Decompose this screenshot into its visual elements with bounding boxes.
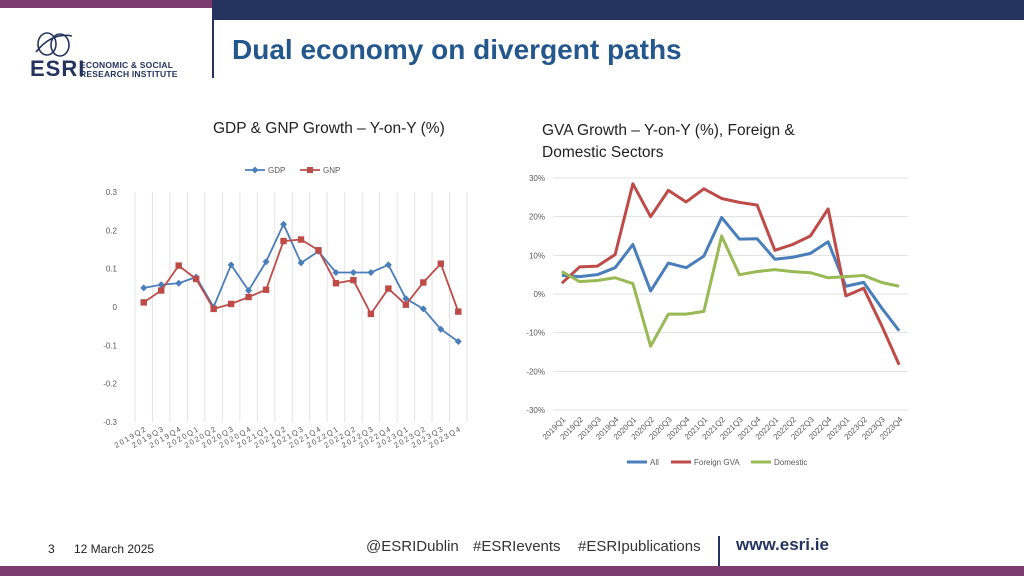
data-point-gdp: [140, 284, 148, 292]
data-point-gnp: [367, 310, 375, 318]
legend-label-gnp: GNP: [323, 166, 340, 175]
series-line-domestic: [561, 234, 900, 348]
data-point-gdp: [402, 295, 410, 303]
data-point-gdp: [332, 269, 340, 276]
slide-number: 3: [48, 542, 55, 556]
data-point-gnp: [210, 305, 217, 313]
data-point-gnp: [437, 260, 444, 267]
logo-abbreviation: ESRI: [30, 56, 86, 81]
data-point-gnp: [140, 299, 147, 306]
gva-chart: 30%20%10%0%-10%-20%-30%2019Q12019Q22019Q…: [526, 174, 908, 467]
data-point-gnp: [192, 275, 200, 283]
y-tick-label: 20%: [529, 213, 545, 222]
y-tick-label: 0%: [533, 290, 545, 299]
y-tick-label: -20%: [526, 367, 545, 376]
slide-date: 12 March 2025: [74, 542, 155, 556]
hashtag-publications-link[interactable]: #ESRIpublications: [578, 538, 701, 555]
logo-line-1: ECONOMIC & SOCIAL: [80, 60, 174, 70]
hashtag-events-link[interactable]: #ESRIevents: [473, 538, 561, 555]
data-point-gnp: [262, 286, 270, 293]
website-link[interactable]: www.esri.ie: [736, 535, 829, 554]
y-tick-label: 30%: [529, 174, 545, 183]
data-point-gdp: [349, 269, 357, 276]
data-point-gnp: [245, 293, 252, 301]
data-point-gnp: [227, 300, 235, 308]
data-point-gnp: [402, 301, 410, 308]
y-tick-label: 0: [113, 303, 118, 312]
top-accent-bar: [0, 0, 212, 8]
header-divider: [212, 20, 214, 78]
y-tick-label: -0.1: [103, 341, 117, 350]
data-point-gdp: [454, 338, 462, 345]
page-title: Dual economy on divergent paths: [232, 34, 682, 65]
data-point-gdp: [419, 305, 427, 313]
logo-text: ECONOMIC & SOCIAL RESEARCH INSTITUTE: [80, 61, 178, 79]
series-line-foreign-gva: [560, 182, 901, 366]
legend-label-foreign-gva: Foreign GVA: [694, 458, 740, 467]
gdp-gnp-chart: 0.30.20.10-0.1-0.2-0.32019Q22019Q32019Q4…: [103, 166, 468, 450]
footer-divider: [718, 536, 720, 566]
data-point-gnp: [280, 237, 287, 245]
y-tick-label: -0.2: [103, 380, 117, 389]
top-header-bar: [212, 0, 1024, 20]
bottom-accent-bar: [0, 566, 1024, 576]
data-point-gnp: [332, 280, 340, 287]
legend-marker-gnp: [307, 167, 313, 173]
data-point-gnp: [297, 236, 305, 243]
data-point-gnp: [420, 279, 427, 286]
y-tick-label: 0.1: [106, 265, 118, 274]
chart-title-gdp-gnp: GDP & GNP Growth – Y-on-Y (%): [213, 120, 445, 137]
legend-label-gdp: GDP: [268, 166, 285, 175]
data-point-gnp: [350, 276, 357, 284]
esri-logo-icon: [35, 32, 73, 57]
data-point-gdp: [175, 279, 183, 287]
y-tick-label: -0.3: [103, 418, 117, 427]
data-point-gnp: [158, 287, 165, 294]
legend-label-domestic: Domestic: [774, 458, 807, 467]
data-point-gdp: [384, 261, 392, 269]
data-point-gdp: [437, 325, 445, 333]
data-point-gdp: [367, 269, 375, 276]
data-point-gdp: [280, 220, 288, 228]
y-tick-label: -10%: [526, 329, 545, 338]
y-tick-label: -30%: [526, 406, 545, 415]
data-point-gnp: [455, 308, 462, 315]
data-point-gnp: [385, 285, 392, 292]
series-line-all: [561, 215, 901, 332]
logo-line-2: RESEARCH INSTITUTE: [80, 69, 178, 79]
twitter-handle-link[interactable]: @ESRIDublin: [366, 538, 459, 555]
y-tick-label: 0.3: [106, 188, 118, 197]
y-tick-label: 0.2: [106, 226, 118, 235]
data-point-gnp: [315, 247, 322, 254]
data-point-gdp: [297, 259, 305, 267]
data-point-gnp: [175, 262, 182, 269]
legend-label-all: All: [650, 458, 659, 467]
legend-marker-gdp: [251, 166, 259, 174]
series-line-gnp: [143, 238, 460, 316]
y-tick-label: 10%: [529, 251, 545, 260]
chart-title-gva: GVA Growth – Y-on-Y (%), Foreign & Domes…: [542, 122, 795, 161]
data-point-gdp: [227, 261, 235, 269]
data-point-gdp: [262, 258, 270, 266]
data-point-gdp: [245, 287, 253, 295]
